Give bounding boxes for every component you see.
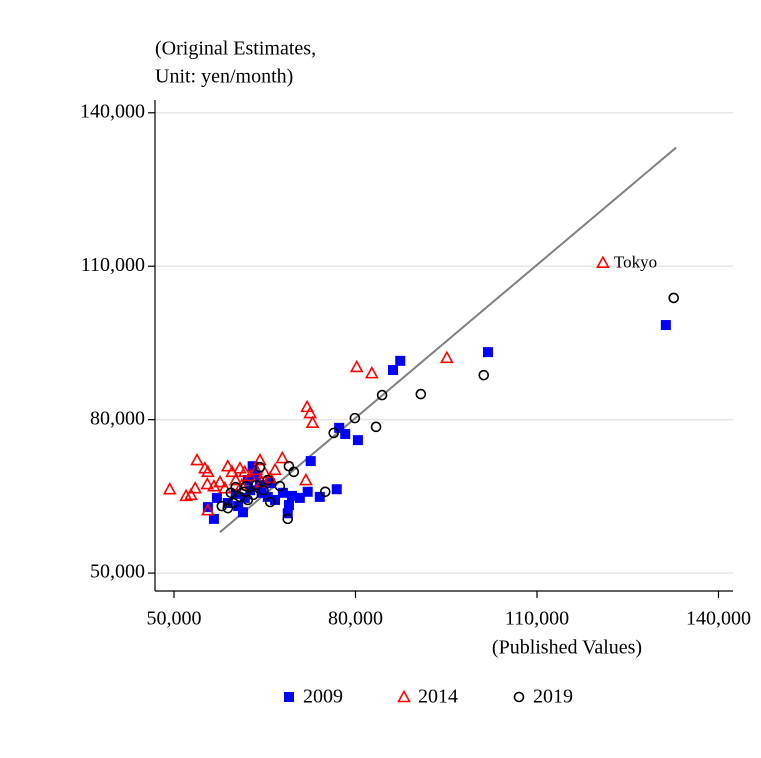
point xyxy=(302,486,313,497)
point xyxy=(240,480,252,492)
point xyxy=(352,435,363,446)
point xyxy=(216,500,228,512)
x-tick-label: 110,000 xyxy=(505,608,569,630)
point xyxy=(349,412,361,424)
y-tick-label: 140,000 xyxy=(80,100,145,122)
point xyxy=(303,405,317,419)
point xyxy=(202,502,213,513)
legend-marker xyxy=(513,691,525,703)
point xyxy=(162,482,177,495)
point xyxy=(256,487,267,498)
point xyxy=(201,503,215,516)
point xyxy=(253,452,267,466)
point xyxy=(211,492,222,503)
point xyxy=(340,428,351,439)
point xyxy=(262,491,273,502)
point xyxy=(258,484,269,496)
point xyxy=(299,472,313,486)
point xyxy=(233,461,247,474)
point xyxy=(222,502,234,514)
point xyxy=(282,513,294,525)
x-tick-label: 140,000 xyxy=(686,608,751,630)
point xyxy=(277,487,288,498)
point xyxy=(254,461,266,473)
point xyxy=(220,459,235,472)
x-tick-label: 80,000 xyxy=(328,608,383,630)
point xyxy=(188,481,203,494)
point xyxy=(250,479,262,491)
point xyxy=(388,365,398,376)
point xyxy=(247,461,258,472)
point xyxy=(364,365,379,379)
point xyxy=(478,369,490,381)
point xyxy=(314,491,325,502)
point xyxy=(294,492,305,503)
point xyxy=(286,490,297,501)
point xyxy=(254,480,265,491)
point xyxy=(234,491,246,503)
point xyxy=(217,481,232,494)
point xyxy=(305,456,316,467)
annotation: Tokyo xyxy=(614,253,657,272)
point xyxy=(190,452,204,466)
point xyxy=(319,486,331,498)
y-tick-label: 80,000 xyxy=(90,407,145,429)
point xyxy=(264,496,276,508)
point xyxy=(274,480,286,492)
point xyxy=(208,513,219,524)
point xyxy=(249,462,264,476)
point xyxy=(660,320,671,331)
point xyxy=(415,388,427,400)
point xyxy=(184,487,198,501)
point xyxy=(482,347,493,358)
point xyxy=(328,427,340,439)
point xyxy=(262,474,274,486)
x-tick-label: 50,000 xyxy=(146,608,201,630)
point xyxy=(334,422,345,433)
legend-label: 2009 xyxy=(303,686,343,708)
point xyxy=(596,255,610,268)
point xyxy=(283,500,294,511)
point xyxy=(237,507,248,518)
point xyxy=(213,474,227,488)
point xyxy=(668,292,680,304)
point xyxy=(376,389,388,401)
point xyxy=(243,468,258,482)
point xyxy=(263,470,278,484)
point xyxy=(305,415,320,429)
point xyxy=(179,488,193,502)
legend-label: 2014 xyxy=(418,686,458,708)
y-axis-title: Unit: yen/month) xyxy=(155,66,293,88)
point xyxy=(275,450,290,464)
y-axis-title: (Original Estimates, xyxy=(155,38,316,60)
point xyxy=(201,464,215,478)
legend-marker xyxy=(397,689,411,703)
y-tick-label: 110,000 xyxy=(81,254,145,276)
point xyxy=(283,460,295,472)
legend-marker xyxy=(284,692,294,702)
point xyxy=(233,501,244,512)
point xyxy=(200,476,215,490)
point xyxy=(225,487,237,499)
point xyxy=(228,472,243,486)
point xyxy=(245,485,256,496)
x-axis-title: (Published Values) xyxy=(492,637,642,659)
point xyxy=(237,464,252,478)
point xyxy=(331,484,342,495)
point xyxy=(268,462,282,476)
point xyxy=(370,421,382,433)
y-tick-label: 50,000 xyxy=(90,561,145,583)
point xyxy=(439,350,454,364)
point xyxy=(349,359,364,373)
point xyxy=(395,355,406,366)
point xyxy=(207,478,221,492)
legend-label: 2019 xyxy=(533,686,573,708)
point xyxy=(282,508,293,519)
